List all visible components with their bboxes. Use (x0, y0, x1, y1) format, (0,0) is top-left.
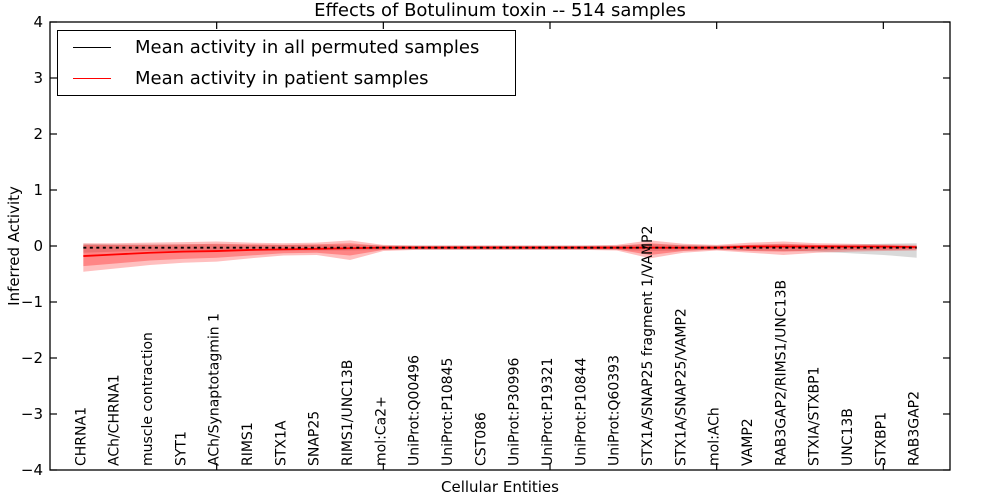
category-label: STXIA/STXBP1 (807, 367, 823, 466)
category-label: SYT1 (173, 431, 189, 466)
category-label: UniProt:Q00496 (407, 355, 423, 466)
category-label: RAB3GAP2/RIMS1/UNC13B (773, 280, 789, 466)
legend-label-permuted: Mean activity in all permuted samples (135, 37, 480, 58)
category-label: STX1A/SNAP25 fragment 1/VAMP2 (640, 226, 656, 466)
y-tick-label: −3 (21, 405, 43, 423)
legend-entry-permuted: Mean activity in all permuted samples (73, 34, 515, 61)
category-label: CHRNA1 (73, 407, 89, 466)
category-label: UniProt:P10844 (573, 358, 589, 466)
y-tick-label: 4 (33, 13, 43, 31)
patient-line-swatch (73, 78, 111, 79)
y-tick-label: 0 (33, 237, 43, 255)
chart-title: Effects of Botulinum toxin -- 514 sample… (314, 0, 686, 21)
category-label: CST086 (473, 412, 489, 466)
legend-label-patient: Mean activity in patient samples (135, 68, 429, 89)
category-label: muscle contraction (140, 332, 156, 466)
category-label: RIMS1/UNC13B (340, 360, 356, 466)
category-label: STX1A (273, 420, 289, 466)
category-label: UniProt:P19321 (540, 358, 556, 466)
y-tick-label: 1 (33, 181, 43, 199)
y-tick-label: 3 (33, 69, 43, 87)
category-label: UNC13B (840, 408, 856, 466)
legend-entry-patient: Mean activity in patient samples (73, 65, 515, 92)
x-axis-label: Cellular Entities (441, 478, 559, 496)
category-label: UniProt:P30996 (507, 358, 523, 466)
category-label: RIMS1 (240, 422, 256, 466)
category-label: UniProt:Q60393 (607, 355, 623, 466)
y-tick-label: −4 (21, 461, 43, 479)
category-label: RAB3GAP2 (907, 391, 923, 466)
permuted-line-swatch (73, 47, 111, 48)
category-label: STXBP1 (873, 412, 889, 466)
category-label: ACh/Synaptotagmin 1 (207, 313, 223, 466)
y-axis-label: Inferred Activity (5, 186, 23, 306)
y-tick-label: −1 (21, 293, 43, 311)
category-label: SNAP25 (307, 411, 323, 466)
legend: Mean activity in all permuted samples Me… (57, 30, 516, 96)
y-tick-label: 2 (33, 125, 43, 143)
category-label: mol:Ca2+ (373, 396, 389, 466)
category-label: VAMP2 (740, 418, 756, 466)
category-label: mol:ACh (707, 407, 723, 466)
category-label: STX1A/SNAP25/VAMP2 (673, 308, 689, 466)
category-label: ACh/CHRNA1 (107, 374, 123, 466)
y-tick-label: −2 (21, 349, 43, 367)
category-label: UniProt:P10845 (440, 358, 456, 466)
